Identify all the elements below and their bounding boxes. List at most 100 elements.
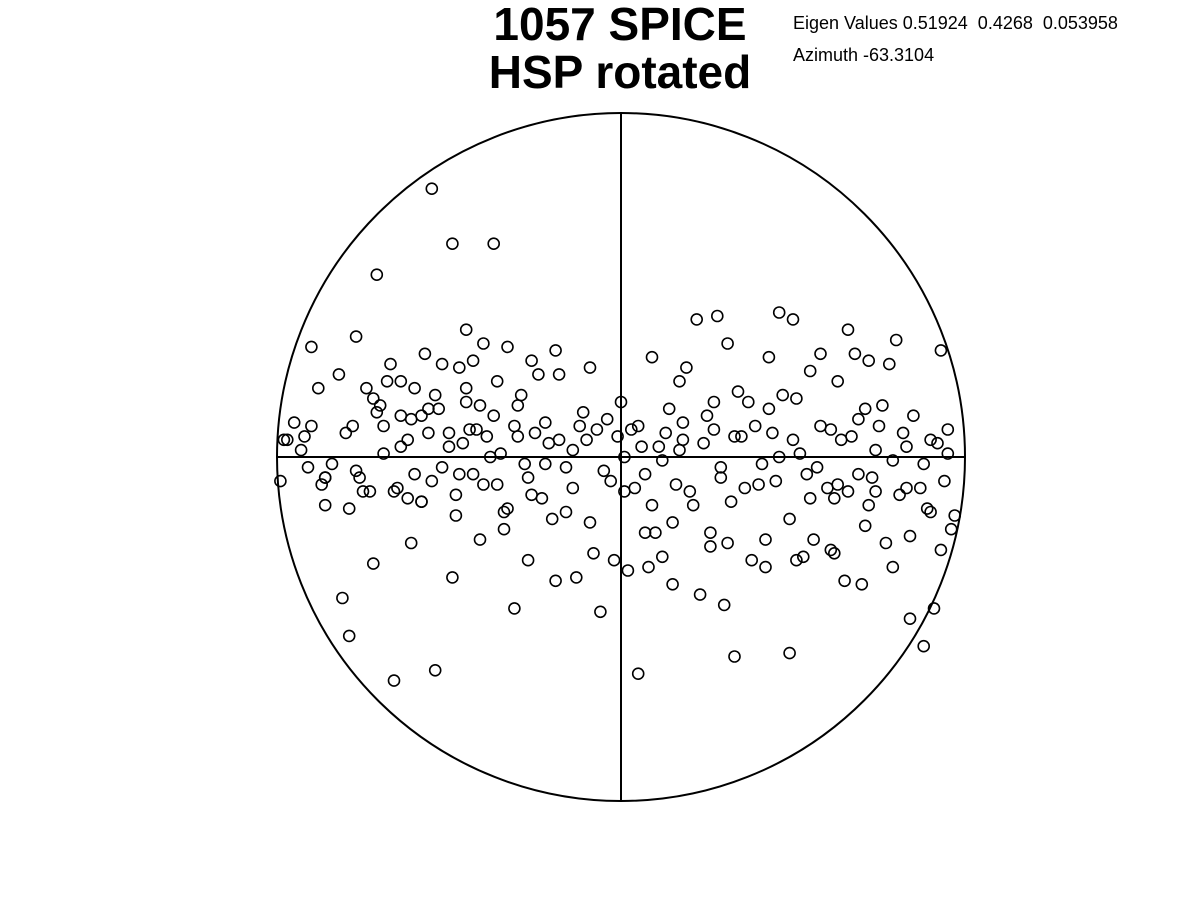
data-point bbox=[934, 543, 948, 557]
data-point bbox=[913, 481, 927, 495]
data-point bbox=[903, 612, 917, 626]
data-point bbox=[793, 447, 807, 460]
data-point bbox=[721, 337, 734, 350]
data-point bbox=[717, 598, 731, 612]
data-point bbox=[790, 553, 803, 567]
data-point bbox=[497, 522, 511, 536]
data-point bbox=[487, 409, 501, 423]
data-point bbox=[583, 516, 597, 529]
data-point bbox=[456, 436, 470, 450]
data-point bbox=[452, 361, 466, 374]
data-point bbox=[714, 460, 728, 474]
data-point bbox=[680, 361, 693, 374]
data-point bbox=[387, 674, 401, 687]
data-point bbox=[490, 374, 504, 388]
data-point bbox=[532, 368, 545, 381]
data-point bbox=[342, 629, 356, 643]
data-points-group bbox=[274, 182, 962, 687]
data-point bbox=[690, 313, 704, 326]
data-point bbox=[917, 457, 931, 471]
data-point bbox=[394, 409, 408, 423]
data-point bbox=[370, 268, 384, 282]
data-point bbox=[408, 467, 421, 481]
data-point bbox=[373, 399, 387, 412]
data-point bbox=[772, 306, 786, 319]
data-point bbox=[907, 409, 920, 423]
data-point bbox=[662, 402, 676, 416]
data-point bbox=[604, 474, 618, 488]
data-point bbox=[549, 344, 562, 357]
eigen-values-label: Eigen Values 0.51924 0.4268 0.053958 bbox=[793, 13, 1118, 33]
data-point bbox=[305, 340, 318, 354]
data-point bbox=[686, 498, 700, 512]
data-point bbox=[473, 399, 487, 412]
data-point bbox=[463, 423, 476, 436]
data-point bbox=[315, 478, 329, 491]
data-point bbox=[772, 450, 786, 464]
data-point bbox=[810, 460, 824, 474]
data-point bbox=[494, 447, 507, 460]
data-point bbox=[676, 416, 690, 429]
data-point bbox=[487, 237, 501, 250]
data-point bbox=[466, 354, 480, 368]
data-point bbox=[611, 430, 624, 443]
data-point bbox=[404, 536, 418, 550]
data-point bbox=[549, 574, 562, 588]
data-point bbox=[466, 467, 480, 481]
data-point bbox=[821, 481, 834, 495]
data-point bbox=[941, 447, 955, 460]
data-point bbox=[652, 440, 666, 454]
data-point bbox=[827, 491, 841, 505]
data-point bbox=[370, 405, 384, 419]
data-point bbox=[377, 447, 390, 460]
data-point bbox=[569, 571, 583, 584]
data-point bbox=[759, 560, 772, 574]
data-point bbox=[538, 416, 552, 429]
data-point bbox=[432, 402, 446, 416]
data-point bbox=[301, 460, 315, 474]
data-point bbox=[900, 481, 913, 495]
data-point bbox=[762, 350, 776, 364]
data-point bbox=[752, 478, 765, 491]
data-point bbox=[824, 423, 838, 436]
data-point bbox=[841, 323, 855, 337]
data-point bbox=[415, 495, 428, 509]
data-point bbox=[342, 502, 356, 515]
data-point bbox=[552, 433, 566, 447]
data-point bbox=[287, 416, 301, 429]
data-point bbox=[559, 460, 573, 474]
data-point bbox=[401, 433, 415, 447]
data-point bbox=[356, 485, 370, 498]
data-point bbox=[628, 481, 642, 495]
data-point bbox=[425, 474, 439, 488]
chart-title-line-2: HSP rotated bbox=[488, 46, 752, 98]
data-point bbox=[841, 485, 855, 498]
azimuth-label: Azimuth -63.3104 bbox=[793, 45, 935, 65]
data-point bbox=[566, 481, 580, 495]
data-point bbox=[425, 182, 439, 195]
data-point bbox=[848, 347, 862, 361]
data-point bbox=[796, 550, 810, 564]
data-point bbox=[459, 381, 473, 395]
data-point bbox=[535, 491, 549, 505]
data-point bbox=[511, 399, 525, 412]
data-point bbox=[525, 488, 538, 502]
data-point bbox=[325, 457, 339, 471]
data-point bbox=[659, 426, 673, 440]
data-point bbox=[277, 433, 291, 447]
data-point bbox=[728, 650, 741, 663]
data-point bbox=[807, 533, 820, 546]
data-point bbox=[449, 509, 463, 522]
data-point bbox=[380, 374, 394, 388]
data-point bbox=[298, 430, 311, 443]
data-point bbox=[583, 361, 597, 374]
data-point bbox=[704, 526, 717, 540]
data-point bbox=[452, 467, 466, 481]
data-point bbox=[666, 516, 679, 529]
data-point bbox=[377, 419, 390, 433]
data-point bbox=[542, 436, 556, 450]
data-point bbox=[642, 560, 655, 574]
data-point bbox=[339, 426, 353, 440]
data-point bbox=[655, 454, 669, 467]
data-point bbox=[814, 419, 827, 433]
